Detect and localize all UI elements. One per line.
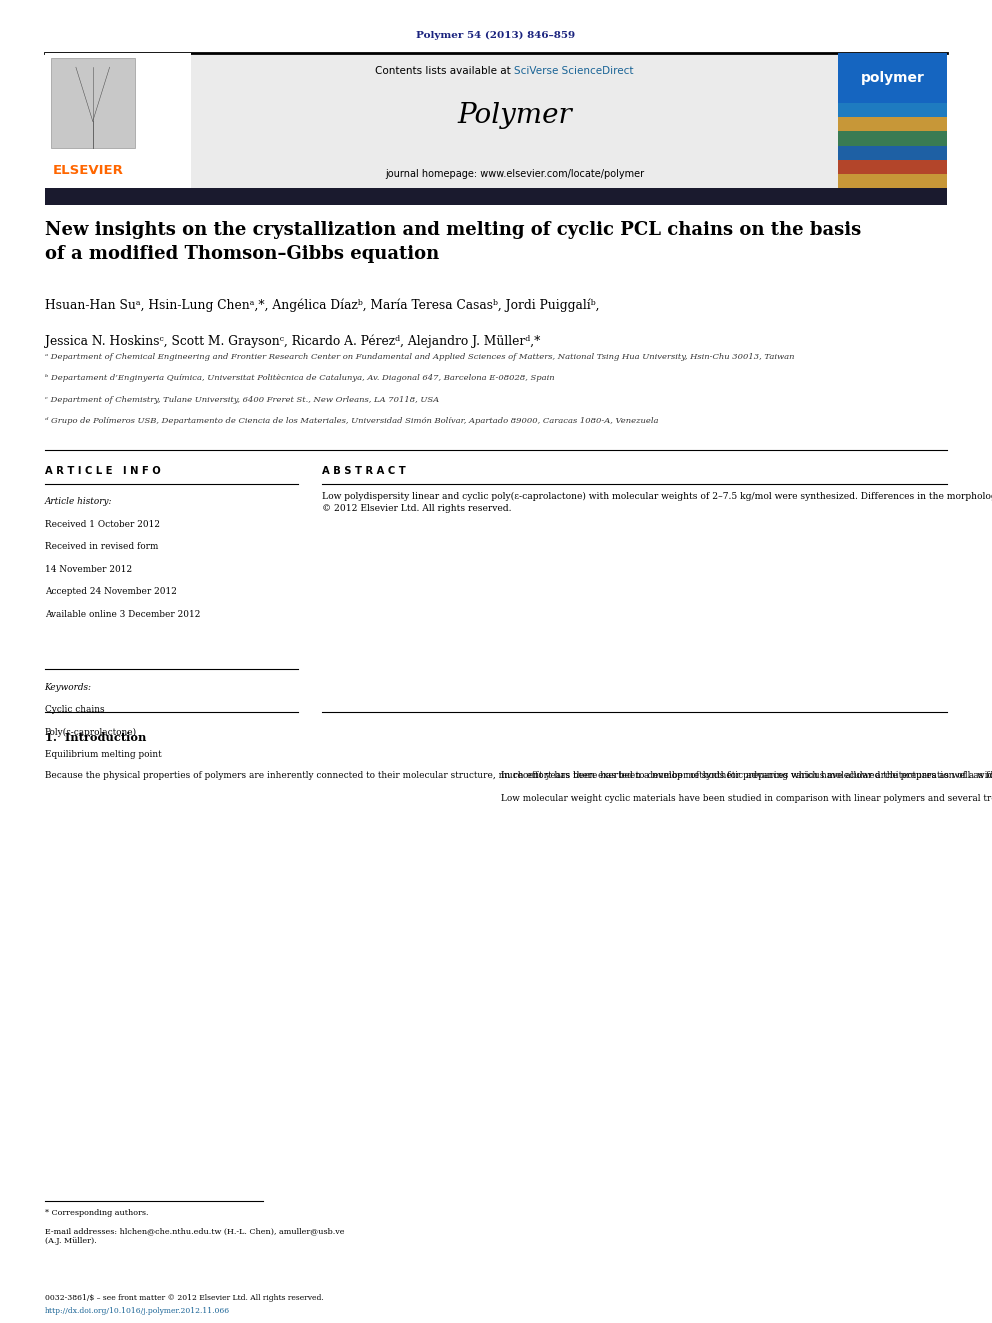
- Text: ᵇ Departament d’Enginyeria Química, Universitat Politècnica de Catalunya, Av. Di: ᵇ Departament d’Enginyeria Química, Univ…: [45, 374, 555, 382]
- Text: Keywords:: Keywords:: [45, 683, 91, 692]
- Text: Article history:: Article history:: [45, 497, 112, 507]
- Text: Contents lists available at: Contents lists available at: [375, 66, 514, 77]
- Bar: [838, 146, 947, 160]
- Text: polymer: polymer: [861, 71, 925, 86]
- Text: Because the physical properties of polymers are inherently connected to their mo: Because the physical properties of polym…: [45, 771, 992, 781]
- Text: 14 November 2012: 14 November 2012: [45, 565, 132, 574]
- Bar: [838, 53, 947, 188]
- Text: 0032-3861/$ – see front matter © 2012 Elsevier Ltd. All rights reserved.: 0032-3861/$ – see front matter © 2012 El…: [45, 1294, 323, 1302]
- Bar: [838, 173, 947, 188]
- Text: Equilibrium melting point: Equilibrium melting point: [45, 750, 162, 759]
- Bar: [838, 160, 947, 173]
- Text: journal homepage: www.elsevier.com/locate/polymer: journal homepage: www.elsevier.com/locat…: [385, 168, 645, 179]
- Text: Low polydispersity linear and cyclic poly(ε-caprolactone) with molecular weights: Low polydispersity linear and cyclic pol…: [322, 492, 992, 513]
- Text: Jessica N. Hoskinsᶜ, Scott M. Graysonᶜ, Ricardo A. Pérezᵈ, Alejandro J. Müllerᵈ,: Jessica N. Hoskinsᶜ, Scott M. Graysonᶜ, …: [45, 335, 540, 348]
- Bar: [838, 118, 947, 131]
- Bar: [838, 131, 947, 146]
- Text: http://dx.doi.org/10.1016/j.polymer.2012.11.066: http://dx.doi.org/10.1016/j.polymer.2012…: [45, 1307, 230, 1315]
- Text: New insights on the crystallization and melting of cyclic PCL chains on the basi: New insights on the crystallization and …: [45, 221, 861, 263]
- Text: * Corresponding authors.: * Corresponding authors.: [45, 1209, 148, 1217]
- Text: ᵈ Grupo de Polímeros USB, Departamento de Ciencia de los Materiales, Universidad: ᵈ Grupo de Polímeros USB, Departamento d…: [45, 417, 658, 425]
- Text: ELSEVIER: ELSEVIER: [53, 164, 123, 177]
- Text: Available online 3 December 2012: Available online 3 December 2012: [45, 610, 200, 619]
- Text: In recent years there has been a number of synthetic advances which have allowed: In recent years there has been a number …: [501, 771, 992, 803]
- Text: Polymer: Polymer: [457, 102, 572, 128]
- Text: Poly(ε-caprolactone): Poly(ε-caprolactone): [45, 728, 137, 737]
- Text: SciVerse ScienceDirect: SciVerse ScienceDirect: [514, 66, 633, 77]
- Bar: [45, 53, 947, 188]
- Text: Accepted 24 November 2012: Accepted 24 November 2012: [45, 587, 177, 597]
- Text: Hsuan-Han Suᵃ, Hsin-Lung Chenᵃ,*, Angélica Díazᵇ, María Teresa Casasᵇ, Jordi Pui: Hsuan-Han Suᵃ, Hsin-Lung Chenᵃ,*, Angéli…: [45, 299, 599, 312]
- Bar: [51, 58, 135, 148]
- Text: ᵃ Department of Chemical Engineering and Frontier Research Center on Fundamental: ᵃ Department of Chemical Engineering and…: [45, 353, 795, 361]
- Text: A B S T R A C T: A B S T R A C T: [322, 466, 406, 476]
- Bar: [45, 188, 947, 205]
- Bar: [45, 53, 191, 188]
- Text: A R T I C L E   I N F O: A R T I C L E I N F O: [45, 466, 161, 476]
- Text: Received in revised form: Received in revised form: [45, 542, 158, 552]
- Bar: [838, 103, 947, 118]
- Text: Cyclic chains: Cyclic chains: [45, 705, 104, 714]
- Text: E-mail addresses: hlchen@che.nthu.edu.tw (H.-L. Chen), amuller@usb.ve
(A.J. Müll: E-mail addresses: hlchen@che.nthu.edu.tw…: [45, 1228, 344, 1245]
- Text: Received 1 October 2012: Received 1 October 2012: [45, 520, 160, 529]
- Text: 1.  Introduction: 1. Introduction: [45, 732, 146, 742]
- Text: Polymer 54 (2013) 846–859: Polymer 54 (2013) 846–859: [417, 30, 575, 40]
- Text: ᶜ Department of Chemistry, Tulane University, 6400 Freret St., New Orleans, LA 7: ᶜ Department of Chemistry, Tulane Univer…: [45, 396, 438, 404]
